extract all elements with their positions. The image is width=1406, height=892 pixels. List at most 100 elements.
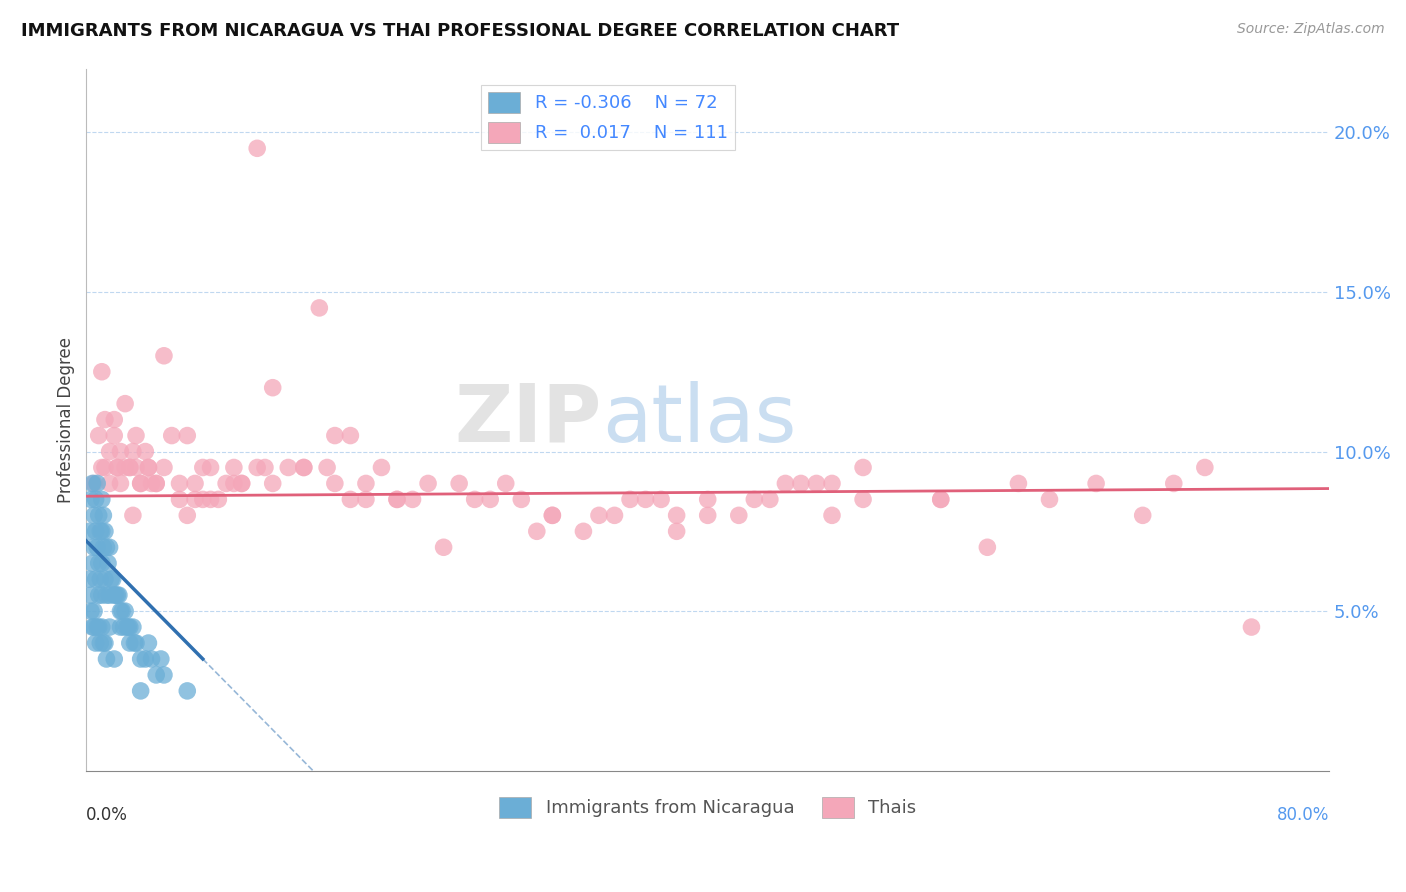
Point bbox=[134, 652, 156, 666]
Point bbox=[93, 541, 115, 555]
Point bbox=[696, 508, 718, 523]
Point bbox=[96, 541, 118, 555]
Point bbox=[114, 460, 136, 475]
Point bbox=[603, 508, 626, 523]
Point bbox=[339, 428, 361, 442]
Point bbox=[416, 476, 439, 491]
Point bbox=[207, 492, 229, 507]
Point bbox=[98, 620, 121, 634]
Point bbox=[200, 460, 222, 475]
Point bbox=[83, 604, 105, 618]
Point bbox=[806, 476, 828, 491]
Point bbox=[112, 620, 135, 634]
Point bbox=[541, 508, 564, 523]
Point bbox=[86, 541, 108, 555]
Point bbox=[94, 460, 117, 475]
Point bbox=[129, 476, 152, 491]
Point bbox=[87, 588, 110, 602]
Point bbox=[80, 588, 103, 602]
Point bbox=[98, 541, 121, 555]
Point bbox=[122, 508, 145, 523]
Point bbox=[200, 492, 222, 507]
Point bbox=[117, 620, 139, 634]
Point bbox=[93, 636, 115, 650]
Point bbox=[253, 460, 276, 475]
Point bbox=[145, 476, 167, 491]
Point bbox=[149, 652, 172, 666]
Legend: Immigrants from Nicaragua, Thais: Immigrants from Nicaragua, Thais bbox=[492, 789, 924, 825]
Point bbox=[323, 476, 346, 491]
Point bbox=[262, 381, 284, 395]
Point bbox=[96, 588, 118, 602]
Point bbox=[87, 508, 110, 523]
Point bbox=[84, 492, 107, 507]
Point bbox=[90, 588, 112, 602]
Point bbox=[110, 604, 132, 618]
Point bbox=[479, 492, 502, 507]
Point bbox=[118, 620, 141, 634]
Point bbox=[110, 444, 132, 458]
Point bbox=[929, 492, 952, 507]
Point bbox=[526, 524, 548, 539]
Point bbox=[79, 524, 101, 539]
Point bbox=[222, 460, 245, 475]
Point bbox=[385, 492, 408, 507]
Point bbox=[103, 588, 125, 602]
Point bbox=[89, 572, 111, 586]
Point bbox=[122, 620, 145, 634]
Point bbox=[90, 524, 112, 539]
Point bbox=[87, 556, 110, 570]
Point bbox=[111, 604, 134, 618]
Point bbox=[90, 365, 112, 379]
Point bbox=[83, 508, 105, 523]
Point bbox=[90, 556, 112, 570]
Point bbox=[138, 636, 160, 650]
Point bbox=[929, 492, 952, 507]
Point bbox=[134, 444, 156, 458]
Point bbox=[184, 492, 207, 507]
Point bbox=[308, 301, 330, 315]
Point bbox=[138, 460, 160, 475]
Point bbox=[292, 460, 315, 475]
Point bbox=[103, 412, 125, 426]
Point bbox=[176, 684, 198, 698]
Point bbox=[114, 604, 136, 618]
Point bbox=[464, 492, 486, 507]
Point bbox=[852, 492, 875, 507]
Point bbox=[115, 620, 138, 634]
Point bbox=[277, 460, 299, 475]
Point bbox=[572, 524, 595, 539]
Point bbox=[160, 428, 183, 442]
Point bbox=[339, 492, 361, 507]
Point bbox=[98, 588, 121, 602]
Point bbox=[449, 476, 471, 491]
Point bbox=[1163, 476, 1185, 491]
Point bbox=[125, 428, 148, 442]
Point bbox=[588, 508, 610, 523]
Point bbox=[1240, 620, 1263, 634]
Point bbox=[118, 460, 141, 475]
Text: 0.0%: 0.0% bbox=[86, 805, 128, 824]
Point bbox=[118, 460, 141, 475]
Point bbox=[97, 556, 120, 570]
Y-axis label: Professional Degree: Professional Degree bbox=[58, 336, 75, 502]
Point bbox=[87, 620, 110, 634]
Point bbox=[83, 620, 105, 634]
Point bbox=[94, 636, 117, 650]
Point bbox=[852, 460, 875, 475]
Point bbox=[1007, 476, 1029, 491]
Point bbox=[1085, 476, 1108, 491]
Point bbox=[105, 460, 128, 475]
Point bbox=[292, 460, 315, 475]
Point bbox=[82, 620, 104, 634]
Point bbox=[125, 460, 148, 475]
Point bbox=[510, 492, 533, 507]
Point bbox=[153, 460, 176, 475]
Point bbox=[105, 588, 128, 602]
Point bbox=[104, 588, 127, 602]
Point bbox=[696, 492, 718, 507]
Point bbox=[141, 476, 163, 491]
Point bbox=[215, 476, 238, 491]
Text: ZIP: ZIP bbox=[454, 381, 602, 458]
Point bbox=[222, 476, 245, 491]
